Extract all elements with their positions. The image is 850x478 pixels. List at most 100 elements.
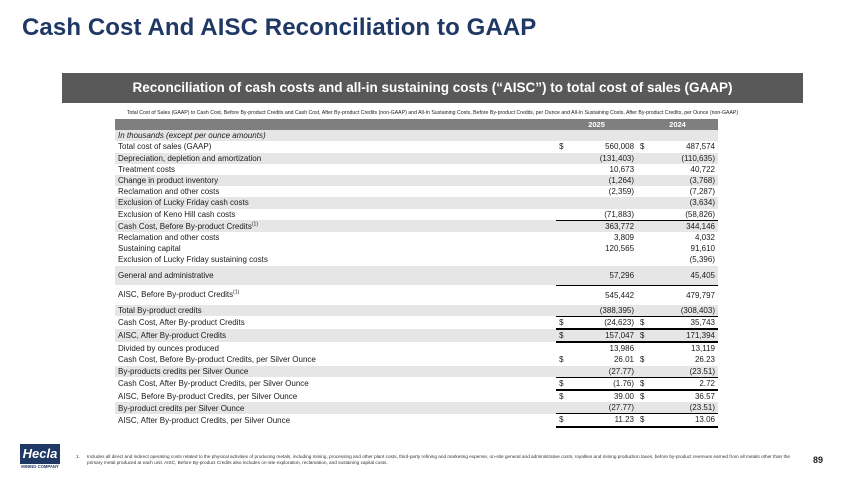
table-row: Cash Cost, After By-product Credits, per… bbox=[115, 377, 718, 392]
value-2024: 36.57 bbox=[694, 392, 715, 402]
value-2024: (7,287) bbox=[689, 187, 715, 197]
row-label: Cash Cost, After By-product Credits, per… bbox=[115, 377, 556, 390]
value-2025: 39.00 bbox=[613, 392, 635, 402]
value-2025: (388,395) bbox=[575, 304, 638, 317]
row-label-text: Exclusion of Lucky Friday sustaining cos… bbox=[118, 255, 268, 265]
section-banner: Reconciliation of cash costs and all-in … bbox=[62, 73, 803, 103]
table-row: Reclamation and other costs 3,809 4,032 bbox=[115, 232, 718, 243]
row-label-text: Cash Cost, After By-product Credits bbox=[118, 318, 245, 328]
table-row: Divided by ounces produced 13,986 13,119 bbox=[115, 342, 718, 354]
value-2024: 91,610 bbox=[690, 244, 715, 254]
table-row: In thousands (except per ounce amounts) bbox=[115, 130, 718, 142]
table-row: Exclusion of Lucky Friday sustaining cos… bbox=[115, 254, 718, 265]
row-label: By-product credits per Silver Ounce bbox=[115, 402, 557, 414]
value-2024: (58,826) bbox=[656, 208, 718, 221]
row-label: Reclamation and other costs bbox=[115, 186, 556, 197]
row-label-text: Exclusion of Keno Hill cash costs bbox=[118, 209, 236, 219]
footnote: 1. Includes all direct and indirect oper… bbox=[76, 454, 804, 466]
currency-2025 bbox=[556, 304, 576, 317]
currency-2025: $ bbox=[556, 413, 576, 428]
row-label-text: Cash Cost, Before By-product Credits bbox=[118, 221, 252, 231]
row-label: Cash Cost, Before By-product Credits, pe… bbox=[115, 354, 556, 365]
row-label: Treatment costs bbox=[115, 164, 556, 175]
value-2024: 479,797 bbox=[686, 290, 715, 300]
table-row: Exclusion of Lucky Friday cash costs (3,6… bbox=[115, 197, 718, 209]
value-2025: 560,008 bbox=[605, 142, 635, 152]
value-2025: (2,359) bbox=[608, 187, 635, 197]
currency-2025 bbox=[556, 175, 576, 187]
currency-2024: $ bbox=[637, 329, 657, 344]
row-label-text: Cash Cost, After By-product Credits, per… bbox=[118, 379, 309, 389]
value-2025: 26.01 bbox=[613, 355, 635, 365]
currency-2025 bbox=[556, 130, 576, 142]
row-label-text: Total By-product credits bbox=[118, 305, 202, 315]
row-label: AISC, Before By-product Credits(1) bbox=[115, 285, 556, 305]
row-label: In thousands (except per ounce amounts) bbox=[115, 130, 557, 142]
currency-2024: $ bbox=[637, 377, 657, 392]
row-label-text: Cash Cost, Before By-product Credits, pe… bbox=[118, 355, 316, 365]
row-label-text: AISC, After By-product Credits, per Silv… bbox=[118, 415, 291, 425]
table-row: Cash Cost, Before By-product Credits, pe… bbox=[115, 354, 718, 365]
currency-2024 bbox=[637, 232, 656, 243]
currency-2025 bbox=[556, 265, 576, 286]
row-label-text: Change in product inventory bbox=[118, 176, 219, 186]
currency-2024: $ bbox=[640, 142, 645, 152]
table-row: AISC, Before By-product Credits(1) 545,44… bbox=[115, 285, 718, 305]
value-2025 bbox=[575, 197, 638, 209]
row-label-text: Treatment costs bbox=[118, 164, 176, 174]
row-label: AISC, After By-product Credits, per Silv… bbox=[115, 414, 556, 427]
table-row: Cash Cost, Before By-product Credits(1) 3… bbox=[115, 220, 718, 233]
row-label-text: General and administrative bbox=[118, 270, 214, 280]
value-2025: (27.77) bbox=[575, 402, 638, 415]
table-row: AISC, Before By-product Credits, per Sil… bbox=[115, 390, 718, 402]
value-2025: 363,772 bbox=[575, 220, 638, 233]
value-2024: (308,403) bbox=[656, 304, 718, 317]
page-title: Cash Cost And AISC Reconciliation to GAA… bbox=[22, 14, 537, 41]
currency-2024: $ bbox=[640, 392, 645, 402]
row-label-text: Reclamation and other costs bbox=[118, 233, 220, 243]
value-2024: (3,768) bbox=[656, 175, 718, 187]
value-2024: (23.51) bbox=[656, 365, 718, 378]
currency-2025 bbox=[556, 220, 576, 233]
value-2025: (24,623) bbox=[575, 316, 638, 331]
currency-2024 bbox=[637, 220, 657, 233]
value-2024: 2.72 bbox=[656, 377, 718, 392]
currency-2024 bbox=[637, 265, 657, 286]
row-label: Total cost of sales (GAAP) bbox=[115, 141, 556, 152]
currency-2024 bbox=[637, 285, 656, 305]
currency-2024 bbox=[637, 402, 657, 415]
row-label: Cash Cost, Before By-product Credits(1) bbox=[115, 220, 557, 233]
row-label: Exclusion of Keno Hill cash costs bbox=[115, 209, 556, 221]
table-header-row: 2025 2024 bbox=[115, 119, 718, 131]
currency-2024 bbox=[637, 243, 656, 254]
row-label-text: Sustaining capital bbox=[118, 244, 181, 254]
table-row: Sustaining capital 120,565 91,610 bbox=[115, 243, 718, 254]
value-2025: (131,403) bbox=[575, 152, 638, 164]
currency-2024 bbox=[637, 175, 657, 187]
reconciliation-table: 2025 2024 In thousands (except per ounce a… bbox=[115, 119, 718, 428]
currency-2025 bbox=[556, 208, 576, 221]
row-label-text: AISC, Before By-product Credits bbox=[118, 290, 234, 300]
table-row: Total cost of sales (GAAP) $560,008 $487,5… bbox=[115, 141, 718, 152]
value-2024: 13.06 bbox=[656, 413, 718, 428]
value-2024: 344,146 bbox=[656, 220, 718, 233]
row-label: By-products credits per Silver Ounce bbox=[115, 365, 557, 378]
value-2024: 45,405 bbox=[656, 265, 718, 286]
value-2025: (27.77) bbox=[575, 365, 638, 378]
row-label: AISC, Before By-product Credits, per Sil… bbox=[115, 390, 556, 402]
value-2025: 57,296 bbox=[575, 265, 638, 286]
row-label: General and administrative bbox=[115, 265, 557, 286]
currency-2025: $ bbox=[556, 316, 576, 331]
currency-2025 bbox=[556, 365, 576, 378]
table-row: Reclamation and other costs (2,359) (7,287… bbox=[115, 186, 718, 197]
currency-2024 bbox=[637, 365, 657, 378]
logo-wordmark: Hecla bbox=[20, 444, 60, 464]
currency-2025 bbox=[556, 402, 576, 415]
table-row: Treatment costs 10,673 40,722 bbox=[115, 164, 718, 175]
value-2025: 120,565 bbox=[605, 244, 635, 254]
footnote-ref: (1) bbox=[251, 220, 258, 227]
table-row: Depreciation, depletion and amortization… bbox=[115, 152, 718, 164]
value-2025: 545,442 bbox=[605, 290, 635, 300]
currency-2024 bbox=[637, 342, 656, 354]
row-label: Reclamation and other costs bbox=[115, 232, 556, 243]
